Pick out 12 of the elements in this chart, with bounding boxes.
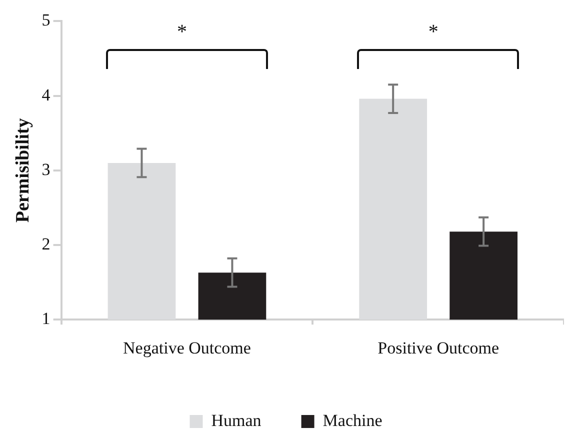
legend-label: Human	[211, 410, 262, 430]
y-tick-label: 2	[42, 234, 50, 254]
y-axis-title: Permisibility	[12, 118, 34, 223]
y-tick-label: 4	[42, 85, 51, 104]
annotation: *	[176, 21, 187, 44]
legend-label: Machine	[322, 410, 382, 430]
y-tick-label: 1	[42, 309, 50, 328]
y-tick-label: 3	[42, 160, 50, 179]
x-tick-label: Negative Outcome	[123, 338, 251, 358]
x-tick-label: Positive Outcome	[378, 338, 500, 358]
annotation: *	[428, 21, 438, 44]
y-tick-label: 5	[42, 10, 50, 30]
